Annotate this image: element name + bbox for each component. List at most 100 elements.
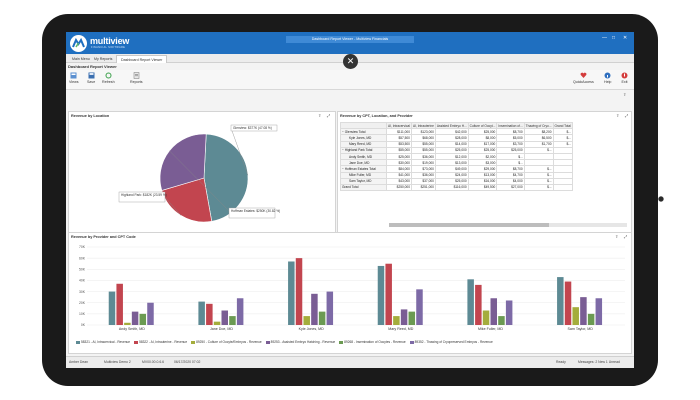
tab-main-menu[interactable]: Main Menu — [72, 57, 90, 61]
bar[interactable] — [229, 316, 236, 325]
views-button[interactable]: Views — [69, 72, 79, 84]
provider-expand-icon[interactable]: ⤢ — [624, 234, 628, 239]
save-button[interactable]: Save — [87, 72, 95, 84]
tab-dashboard-report-viewer[interactable]: Dashboard Report Viewer — [116, 55, 168, 63]
close-window-button[interactable]: ✕ — [623, 35, 628, 41]
save-icon — [88, 72, 95, 79]
reports-button[interactable]: Reports — [130, 72, 143, 84]
panel-expand-icon[interactable]: ⤢ — [327, 113, 331, 118]
panel-export-icon[interactable]: ⇪ — [318, 113, 322, 118]
bar[interactable] — [572, 307, 579, 325]
window-title: Dashboard Report Viewer - Multiview Fina… — [286, 36, 414, 43]
bar[interactable] — [377, 265, 385, 325]
bar[interactable] — [198, 301, 205, 325]
bar[interactable] — [475, 284, 482, 325]
legend-label: 58322 - AI, Intrauterine - Revenue — [139, 340, 188, 344]
bar[interactable] — [116, 283, 123, 325]
status-date: 06/17/2020 07:02 — [174, 360, 201, 364]
bar[interactable] — [490, 298, 498, 325]
legend-swatch — [409, 340, 414, 344]
bar[interactable] — [311, 293, 318, 325]
exit-button[interactable]: Exit — [621, 72, 628, 84]
bar[interactable] — [505, 300, 513, 325]
bar[interactable] — [288, 261, 295, 325]
bar[interactable] — [326, 291, 334, 325]
legend-item[interactable]: 89250 - Culture of Oocyte/Embryos - Reve… — [191, 340, 262, 344]
bar[interactable] — [587, 313, 595, 325]
app-window: multiview FINANCIAL SOFTWARE Dashboard R… — [66, 32, 634, 368]
pivot-row: − Glenview Total $111,000 $123,000 $42,000 $… — [340, 128, 573, 136]
reports-icon — [133, 72, 140, 79]
refresh-button[interactable]: Refresh — [102, 72, 115, 84]
status-user: Amber Dean — [69, 360, 89, 364]
legend-item[interactable]: 89268 - Insemination of Oocytes - Revenu… — [339, 340, 406, 344]
quickaccess-button[interactable]: QuickAccess — [573, 72, 594, 84]
bar[interactable] — [206, 303, 213, 325]
minimize-button[interactable]: — — [602, 35, 607, 41]
pivot-cell: $49,500 — [467, 183, 498, 192]
legend-item[interactable]: 89352 - Thawing of Cryopreserved Embryos… — [409, 340, 493, 344]
reports-label: Reports — [130, 80, 143, 84]
bar[interactable] — [400, 309, 408, 325]
bar[interactable] — [213, 321, 221, 325]
pie-callout-box — [230, 124, 278, 132]
bar[interactable] — [482, 310, 490, 325]
x-category-label: Sam Taylor, MD — [568, 327, 594, 331]
bar[interactable] — [498, 316, 505, 325]
toolbar: Views Save Refresh Reports QuickAccess H… — [66, 70, 634, 90]
pivot-export-icon[interactable]: ⇪ — [616, 113, 620, 118]
pivot-row: − Highland Park Total $55,000 $55,000 $25,0… — [340, 146, 573, 154]
y-tick-label: 40K — [79, 279, 86, 283]
pivot-expand-icon[interactable]: ⤢ — [625, 113, 629, 118]
legend-item[interactable]: 89253 - Assisted Embryo Hatching - Reven… — [265, 340, 335, 344]
bar[interactable] — [580, 297, 587, 325]
pivot-row-label: Grand Total — [340, 183, 387, 192]
pivot-row: − Hoffman Estates Total $84,000 $73,000 $49… — [340, 165, 573, 173]
bar[interactable] — [236, 298, 244, 325]
status-messages[interactable]: Messages: 2 New 1 Unread — [578, 360, 620, 364]
close-overlay-button[interactable]: ✕ — [343, 54, 358, 69]
export-icon[interactable]: ⇪ — [623, 92, 627, 97]
brand-name: multiview — [90, 36, 130, 46]
bar[interactable] — [108, 291, 116, 325]
help-button[interactable]: Help — [604, 72, 611, 84]
y-tick-label: 10K — [79, 312, 86, 316]
bar[interactable] — [595, 298, 603, 325]
bar[interactable] — [139, 313, 147, 325]
pie-callout-line — [169, 150, 230, 212]
pivot-panel: Revenue by CPT, Location, and Provider ⇪… — [337, 111, 632, 253]
bar[interactable] — [295, 258, 303, 325]
quickaccess-label: QuickAccess — [573, 80, 594, 84]
tab-my-reports[interactable]: My Reports — [94, 57, 113, 61]
bar[interactable] — [557, 277, 564, 325]
bar[interactable] — [303, 316, 310, 325]
bar[interactable] — [385, 263, 392, 325]
provider-export-icon[interactable]: ⇪ — [615, 234, 619, 239]
bar[interactable] — [564, 281, 572, 325]
provider-panel: Revenue by Provider and CPT Code ⇪ ⤢ 70K… — [68, 232, 632, 354]
bar[interactable] — [408, 311, 416, 325]
bar[interactable] — [467, 279, 474, 325]
legend-label: 89268 - Insemination of Oocytes - Revenu… — [344, 340, 406, 344]
views-icon — [70, 72, 77, 79]
help-icon — [604, 72, 611, 79]
refresh-icon — [105, 72, 112, 79]
bar[interactable] — [416, 289, 423, 325]
bar[interactable] — [124, 322, 131, 325]
bar[interactable] — [131, 311, 139, 325]
maximize-button[interactable]: □ — [612, 35, 616, 41]
legend-item[interactable]: 58321 - AI, Intracervical - Revenue — [76, 340, 130, 344]
legend-item[interactable]: 58322 - AI, Intrauterine - Revenue — [134, 340, 187, 344]
bar[interactable] — [221, 310, 229, 325]
pivot-cell — [552, 183, 573, 192]
status-company: Multiview Demo 2 — [104, 360, 131, 364]
status-bar: Amber Dean Multiview Demo 2 MV00.00.0.6.… — [66, 356, 634, 368]
pie-slice-label: Highland Park: $182K (23.59 %) — [121, 193, 167, 197]
bar[interactable] — [147, 302, 154, 325]
bar[interactable] — [318, 311, 326, 325]
bar[interactable] — [393, 316, 400, 325]
x-category-label: Mike Fuller, MD — [478, 327, 503, 331]
horizontal-scrollbar[interactable] — [389, 223, 627, 227]
scrollbar-thumb[interactable] — [389, 223, 549, 227]
y-tick-label: 50K — [79, 267, 86, 271]
